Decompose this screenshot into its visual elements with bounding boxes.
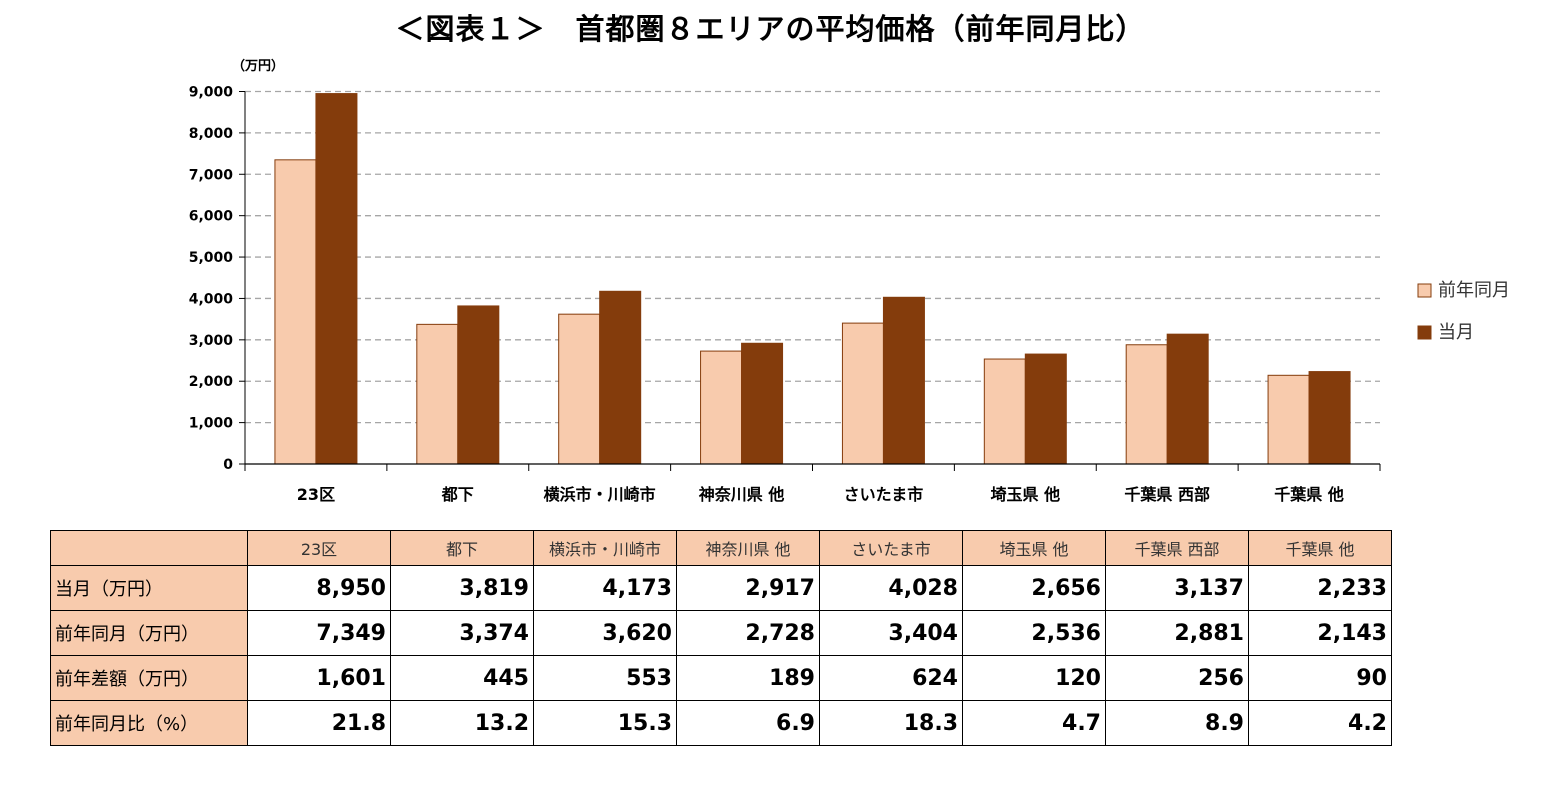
table-row-label: 当月（万円）	[50, 565, 248, 611]
legend-swatch	[1417, 325, 1432, 340]
table-cell: 4,173	[533, 565, 677, 611]
table-row-label: 前年同月比（%）	[50, 700, 248, 746]
table-cell: 2,728	[676, 610, 820, 656]
table-cell: 2,917	[676, 565, 820, 611]
bar-prev	[416, 323, 459, 465]
x-tick-label: 都下	[441, 485, 474, 504]
table-row: 当月（万円） 8,950 3,819 4,173 2,917 4,028 2,656 3,13…	[50, 565, 1392, 611]
x-tick-label: 神奈川県 他	[699, 485, 785, 504]
table-cell: 6.9	[676, 700, 820, 746]
gridlines	[245, 90, 1380, 424]
table-row-label: 前年同月（万円）	[50, 610, 248, 656]
x-tick-label: 横浜市・川崎市	[544, 485, 656, 504]
table-cell: 624	[819, 655, 963, 701]
y-tick-label: 7,000	[189, 167, 234, 183]
y-axis-ticks: 0 1,000 2,000 3,000 4,000 5,000 6,000 7,000 8,00…	[189, 85, 245, 473]
bar-prev	[558, 313, 601, 465]
table-cell: 2,881	[1105, 610, 1249, 656]
table-cell: 4,028	[819, 565, 963, 611]
table-cell: 2,536	[962, 610, 1106, 656]
data-table: 23区 都下 横浜市・川崎市 神奈川県 他さいたま市 埼玉県 他千葉県 西部 千葉県 他当…	[50, 530, 1392, 746]
bar-curr	[1024, 353, 1067, 465]
table-cell: 90	[1248, 655, 1392, 701]
table-cell: 3,374	[390, 610, 534, 656]
table-corner-cell	[50, 530, 248, 566]
table-cell: 3,404	[819, 610, 963, 656]
table-cell: 120	[962, 655, 1106, 701]
table-cell: 4.7	[962, 700, 1106, 746]
bar-chart: （万円） 0 1,000 2,000 3,000 4,000 5,000 6,000 7,00…	[189, 58, 1510, 504]
bar-prev	[1125, 344, 1168, 465]
y-tick-label: 8,000	[189, 126, 234, 142]
table-cell: 8.9	[1105, 700, 1249, 746]
bars	[274, 93, 1351, 465]
y-tick-label: 0	[223, 457, 233, 473]
bar-curr	[1308, 371, 1351, 465]
table-row-label: 前年差額（万円）	[50, 655, 248, 701]
bar-prev	[274, 159, 317, 465]
table-row: 前年差額（万円） 1,601 445 553 189 624 120 256 90	[50, 655, 1392, 701]
y-tick-label: 3,000	[189, 333, 234, 349]
y-tick-label: 4,000	[189, 291, 234, 307]
legend-swatch	[1417, 283, 1432, 298]
bar-curr	[741, 342, 784, 465]
table-cell: 21.8	[247, 700, 391, 746]
table-cell: 1,601	[247, 655, 391, 701]
bar-prev	[700, 350, 743, 465]
table-column-header: 千葉県 他	[1248, 530, 1392, 566]
y-tick-label: 1,000	[189, 416, 234, 432]
table-column-header: 千葉県 西部	[1105, 530, 1249, 566]
table-column-header: 埼玉県 他	[962, 530, 1106, 566]
x-tick-label: さいたま市	[844, 485, 924, 504]
table-cell: 553	[533, 655, 677, 701]
legend-label: 前年同月	[1438, 280, 1510, 301]
table-cell: 3,137	[1105, 565, 1249, 611]
table-cell: 13.2	[390, 700, 534, 746]
legend-label: 当月	[1438, 322, 1474, 343]
x-axis: 23区 都下 横浜市・川崎市 神奈川県 他 さいたま市 埼玉県 他 千葉県 西部 千葉県 他	[244, 91, 1381, 504]
y-tick-label: 9,000	[189, 85, 234, 101]
table-cell: 15.3	[533, 700, 677, 746]
table-cell: 3,819	[390, 565, 534, 611]
y-tick-label: 5,000	[189, 250, 234, 266]
bar-curr	[882, 296, 925, 465]
x-tick-label: 千葉県 西部	[1124, 485, 1210, 504]
table-cell: 18.3	[819, 700, 963, 746]
bar-curr	[1166, 333, 1209, 465]
x-tick-label: 23区	[297, 485, 335, 504]
table-cell: 189	[676, 655, 820, 701]
table-column-header: 都下	[390, 530, 534, 566]
table-column-header: 神奈川県 他	[676, 530, 820, 566]
table-header-row: 23区 都下 横浜市・川崎市 神奈川県 他さいたま市 埼玉県 他千葉県 西部 千葉県 他	[50, 530, 1392, 566]
table-cell: 445	[390, 655, 534, 701]
table-cell: 3,620	[533, 610, 677, 656]
table-column-header: 23区	[247, 530, 391, 566]
table-column-header: さいたま市	[819, 530, 963, 566]
bar-prev	[841, 322, 884, 465]
table-cell: 2,233	[1248, 565, 1392, 611]
bar-curr	[599, 290, 642, 465]
x-tick-label: 埼玉県 他	[991, 485, 1061, 504]
table-cell: 2,656	[962, 565, 1106, 611]
table-cell: 2,143	[1248, 610, 1392, 656]
table-column-header: 横浜市・川崎市	[533, 530, 677, 566]
y-tick-label: 6,000	[189, 209, 234, 225]
chart-title: ＜図表１＞ 首都圏８エリアの平均価格（前年同月比）	[395, 12, 1146, 46]
table-row: 前年同月（万円） 7,349 3,374 3,620 2,728 3,404 2,536 2,…	[50, 610, 1392, 656]
table-row: 前年同月比（%） 21.8 13.2 15.3 6.9 18.3 4.7 8.9 4.2	[50, 700, 1392, 746]
table-cell: 7,349	[247, 610, 391, 656]
bar-curr	[315, 93, 358, 465]
bar-prev	[1267, 374, 1310, 465]
table-cell: 256	[1105, 655, 1249, 701]
y-axis-unit-label: （万円）	[232, 58, 284, 74]
table-cell: 4.2	[1248, 700, 1392, 746]
bar-curr	[457, 305, 500, 465]
x-tick-label: 千葉県 他	[1274, 485, 1344, 504]
y-tick-label: 2,000	[189, 374, 234, 390]
table-cell: 8,950	[247, 565, 391, 611]
bar-prev	[983, 358, 1026, 465]
